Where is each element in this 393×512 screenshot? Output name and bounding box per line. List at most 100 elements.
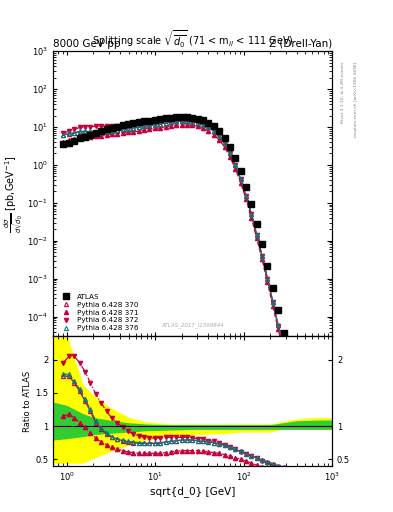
Pythia 6.428 376 bbox=[72, 130, 77, 136]
Pythia 6.428 370 bbox=[195, 120, 200, 126]
Pythia 6.428 371 bbox=[131, 129, 136, 135]
ATLAS bbox=[276, 307, 281, 313]
Pythia 6.428 372 bbox=[152, 120, 157, 126]
ATLAS bbox=[195, 116, 200, 122]
Pythia 6.428 376 bbox=[99, 129, 103, 135]
Pythia 6.428 376 bbox=[286, 369, 291, 375]
Pythia 6.428 376 bbox=[260, 252, 264, 259]
Pythia 6.428 371 bbox=[115, 131, 120, 137]
Pythia 6.428 376 bbox=[270, 299, 275, 305]
Pythia 6.428 370 bbox=[163, 120, 168, 126]
Pythia 6.428 370 bbox=[201, 121, 206, 127]
Pythia 6.428 372 bbox=[147, 121, 152, 127]
Pythia 6.428 371 bbox=[142, 127, 147, 133]
Pythia 6.428 371 bbox=[147, 126, 152, 132]
Pythia 6.428 370 bbox=[72, 130, 77, 136]
Pythia 6.428 370 bbox=[249, 211, 254, 217]
Pythia 6.428 371 bbox=[206, 128, 211, 134]
Pythia 6.428 370 bbox=[136, 124, 141, 131]
ATLAS bbox=[228, 144, 232, 150]
Text: Rivet 3.1.10; ≥ 3.2M events: Rivet 3.1.10; ≥ 3.2M events bbox=[341, 61, 345, 123]
Pythia 6.428 372 bbox=[233, 162, 238, 168]
Pythia 6.428 371 bbox=[211, 132, 216, 138]
ATLAS bbox=[265, 263, 270, 269]
Pythia 6.428 371 bbox=[88, 134, 93, 140]
ATLAS bbox=[126, 121, 130, 127]
ATLAS bbox=[142, 118, 147, 124]
Pythia 6.428 371 bbox=[72, 136, 77, 142]
Pythia 6.428 372 bbox=[303, 440, 307, 446]
ATLAS bbox=[147, 117, 152, 123]
Pythia 6.428 376 bbox=[222, 140, 227, 146]
X-axis label: sqrt{d_0} [GeV]: sqrt{d_0} [GeV] bbox=[150, 486, 235, 497]
Pythia 6.428 370 bbox=[190, 119, 195, 125]
Pythia 6.428 370 bbox=[233, 162, 238, 168]
Pythia 6.428 372 bbox=[163, 118, 168, 124]
Line: Pythia 6.428 370: Pythia 6.428 370 bbox=[61, 119, 329, 512]
ATLAS bbox=[297, 397, 302, 403]
Pythia 6.428 370 bbox=[142, 123, 147, 130]
ATLAS bbox=[292, 374, 297, 380]
Pythia 6.428 370 bbox=[61, 132, 66, 138]
Pythia 6.428 371 bbox=[67, 137, 72, 143]
ATLAS bbox=[238, 168, 243, 174]
Pythia 6.428 376 bbox=[126, 125, 130, 132]
Pythia 6.428 370 bbox=[67, 131, 72, 137]
Pythia 6.428 372 bbox=[222, 140, 227, 146]
Pythia 6.428 376 bbox=[233, 162, 238, 168]
Text: 8000 GeV pp: 8000 GeV pp bbox=[53, 38, 121, 49]
Pythia 6.428 370 bbox=[265, 275, 270, 282]
Pythia 6.428 372 bbox=[206, 124, 211, 130]
Line: Pythia 6.428 371: Pythia 6.428 371 bbox=[61, 123, 329, 512]
Pythia 6.428 376 bbox=[169, 119, 173, 125]
ATLAS bbox=[324, 507, 329, 512]
Pythia 6.428 371 bbox=[286, 373, 291, 379]
Pythia 6.428 376 bbox=[319, 509, 323, 512]
Pythia 6.428 372 bbox=[136, 122, 141, 128]
Pythia 6.428 370 bbox=[206, 124, 211, 131]
Pythia 6.428 372 bbox=[308, 464, 313, 470]
ATLAS bbox=[249, 201, 254, 207]
Pythia 6.428 372 bbox=[104, 123, 109, 129]
Pythia 6.428 376 bbox=[217, 133, 222, 139]
ATLAS bbox=[211, 123, 216, 129]
Pythia 6.428 371 bbox=[254, 236, 259, 242]
Pythia 6.428 371 bbox=[94, 133, 98, 139]
Pythia 6.428 371 bbox=[136, 128, 141, 134]
Pythia 6.428 371 bbox=[169, 123, 173, 129]
Pythia 6.428 371 bbox=[152, 125, 157, 132]
Pythia 6.428 372 bbox=[169, 118, 173, 124]
Pythia 6.428 372 bbox=[88, 123, 93, 130]
Pythia 6.428 372 bbox=[61, 130, 66, 136]
ATLAS bbox=[260, 241, 264, 247]
Line: Pythia 6.428 372: Pythia 6.428 372 bbox=[61, 118, 329, 512]
ATLAS bbox=[94, 130, 98, 136]
Pythia 6.428 370 bbox=[77, 129, 82, 135]
Pythia 6.428 370 bbox=[88, 129, 93, 135]
Pythia 6.428 376 bbox=[136, 124, 141, 130]
Pythia 6.428 376 bbox=[244, 193, 248, 199]
Pythia 6.428 370 bbox=[286, 369, 291, 375]
Pythia 6.428 376 bbox=[201, 121, 206, 127]
ATLAS bbox=[67, 140, 72, 146]
ATLAS bbox=[163, 115, 168, 121]
Pythia 6.428 370 bbox=[292, 392, 297, 398]
Pythia 6.428 370 bbox=[126, 126, 130, 132]
Pythia 6.428 370 bbox=[313, 486, 318, 493]
Pythia 6.428 371 bbox=[265, 279, 270, 285]
Pythia 6.428 371 bbox=[99, 133, 103, 139]
Pythia 6.428 371 bbox=[110, 131, 114, 137]
Pythia 6.428 370 bbox=[308, 463, 313, 470]
Pythia 6.428 372 bbox=[319, 509, 323, 512]
Pythia 6.428 372 bbox=[110, 123, 114, 129]
Pythia 6.428 376 bbox=[313, 486, 318, 493]
ATLAS bbox=[254, 221, 259, 227]
ATLAS bbox=[83, 134, 87, 140]
Pythia 6.428 372 bbox=[297, 416, 302, 422]
Pythia 6.428 376 bbox=[281, 346, 286, 352]
Pythia 6.428 376 bbox=[249, 211, 254, 217]
Pythia 6.428 370 bbox=[147, 122, 152, 129]
ATLAS bbox=[201, 117, 206, 123]
Pythia 6.428 372 bbox=[83, 124, 87, 130]
Pythia 6.428 370 bbox=[211, 128, 216, 134]
